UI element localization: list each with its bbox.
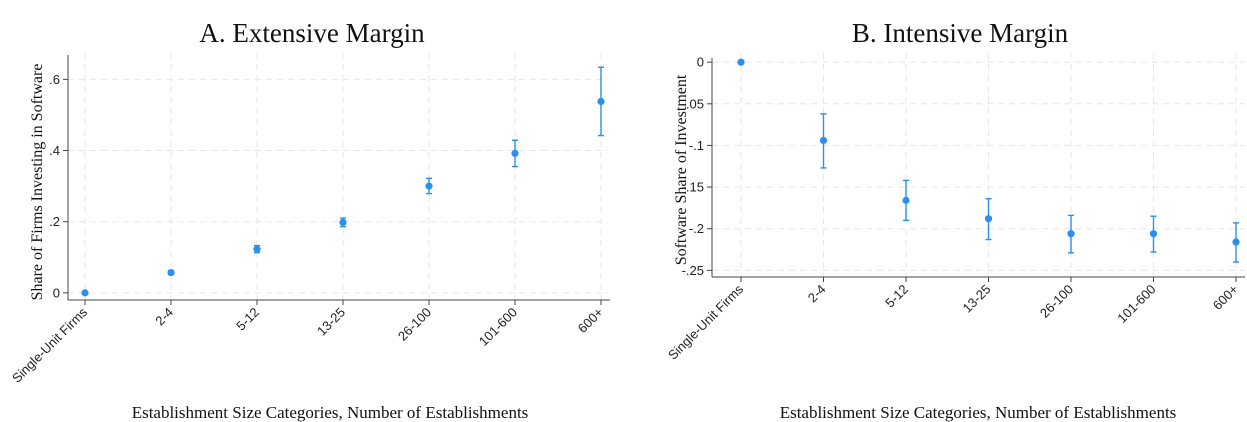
x-tick-label: 26-100: [1037, 282, 1076, 321]
panel-b-y-label: Software Share of Investment: [673, 74, 690, 265]
data-point: [597, 97, 605, 106]
panel-a-x-ticks: Single-Unit Firms 2-4 5-12 13-25 26-100 101-6…: [9, 300, 606, 386]
y-tick-label: -.1: [689, 138, 704, 153]
data-point: [253, 245, 261, 253]
x-tick-label: Single-Unit Firms: [9, 304, 90, 385]
y-tick-label: .4: [49, 143, 60, 158]
data-point: [339, 218, 347, 227]
data-point: [902, 196, 910, 204]
x-tick-label: 5-12: [882, 282, 911, 311]
y-tick-label: 0: [53, 285, 60, 300]
y-tick-label: -.05: [682, 96, 704, 111]
panel-a-title: A. Extensive Margin: [199, 18, 425, 48]
panel-a-grid: [68, 53, 608, 300]
y-tick-label: -.2: [689, 221, 704, 236]
x-tick-label: 600+: [575, 305, 606, 336]
x-tick-label: 13-25: [314, 305, 348, 339]
data-point: [737, 58, 745, 66]
panel-b-y-ticks: 0 -.05 -.1 -.15 -.2 -.25: [682, 55, 712, 278]
x-tick-label: 600+: [1210, 282, 1241, 313]
data-point: [819, 136, 828, 145]
panel-b-x-ticks: Single-Unit Firms 2-4 5-12 13-25 26-100 101-6…: [665, 277, 1241, 363]
data-point: [984, 215, 993, 223]
panel-a: A. Extensive Margin 0 .2 .4 .6 Single-Unit …: [9, 18, 610, 422]
panel-a-y-ticks: 0 .2 .4 .6: [49, 72, 68, 300]
panel-b-marks: [737, 58, 1240, 263]
data-point: [425, 182, 433, 190]
y-tick-label: .6: [49, 72, 60, 87]
data-point: [1067, 230, 1075, 238]
y-tick-label: 0: [697, 55, 704, 70]
x-tick-label: 26-100: [395, 305, 434, 344]
x-tick-label: 101-600: [1114, 282, 1158, 326]
panel-b-title: B. Intensive Margin: [852, 18, 1069, 48]
x-tick-label: 2-4: [152, 305, 176, 329]
x-tick-label: 13-25: [960, 282, 994, 316]
data-point: [167, 268, 175, 277]
y-tick-label: -.25: [682, 263, 704, 278]
y-tick-label: .2: [49, 214, 60, 229]
panel-b-grid: [712, 53, 1245, 277]
x-tick-label: 101-600: [476, 305, 520, 349]
x-tick-label: 5-12: [233, 305, 262, 334]
y-tick-label: -.15: [682, 180, 704, 195]
data-point: [1232, 238, 1240, 246]
data-point: [1149, 230, 1158, 238]
panel-b: B. Intensive Margin 0-.05-.1-.15-.2-.25 …: [665, 18, 1245, 422]
data-point: [511, 149, 519, 157]
panel-b-x-label: Establishment Size Categories, Number of…: [780, 403, 1177, 422]
panel-a-y-label: Share of Firms Investing in Software: [29, 64, 46, 301]
panel-a-x-label: Establishment Size Categories, Number of…: [132, 403, 529, 422]
panel-a-marks: [81, 66, 605, 297]
data-point: [81, 289, 89, 297]
x-tick-label: 2-4: [805, 282, 829, 306]
x-tick-label: Single-Unit Firms: [665, 281, 746, 362]
